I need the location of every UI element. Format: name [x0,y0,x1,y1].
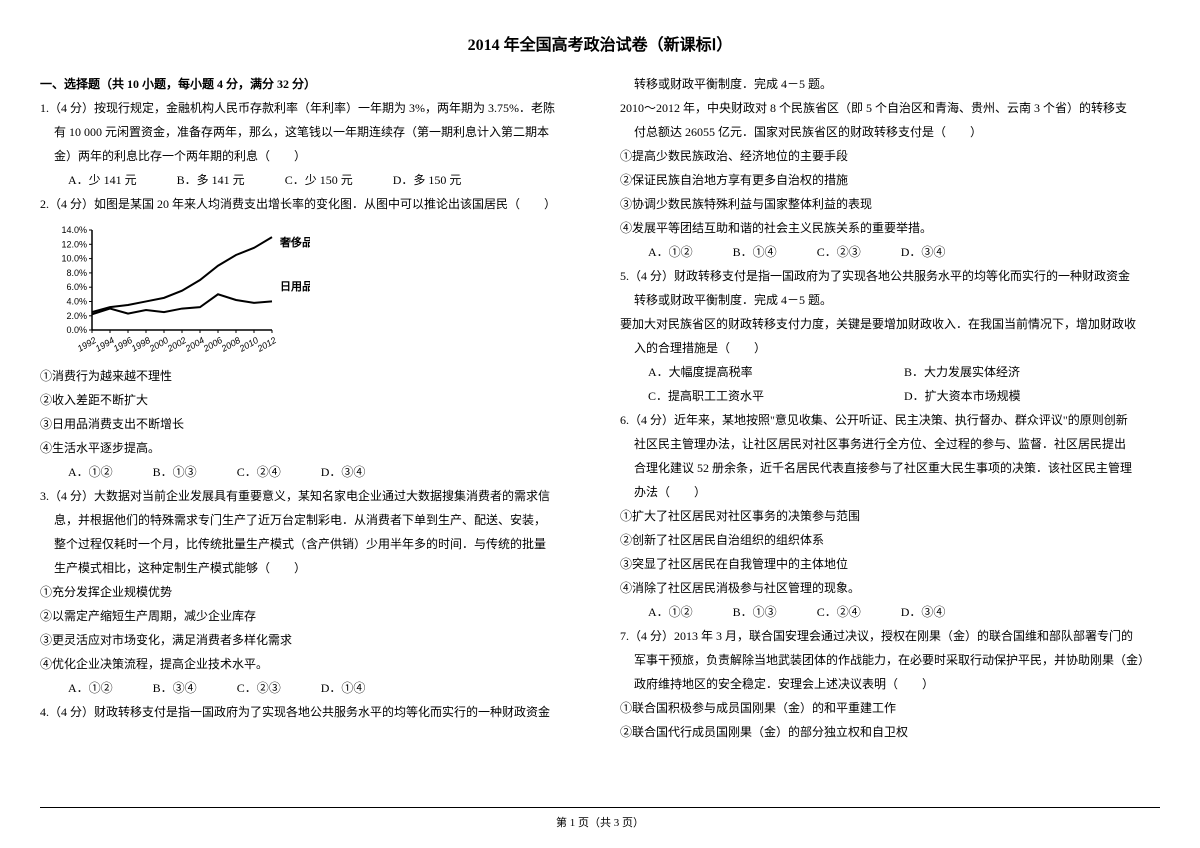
svg-text:4.0%: 4.0% [66,297,87,307]
q3-stmt3: ③更灵活应对市场变化，满足消费者多样化需求 [40,628,580,652]
q4-stmt4: ④发展平等团结互助和谐的社会主义民族关系的重要举措。 [620,216,1160,240]
q5-line1: 5.（4 分）财政转移支付是指一国政府为了实现各地公共服务水平的均等化而实行的一… [620,264,1160,288]
q3-line2: 息，并根据他们的特殊需求专门生产了近万台定制彩电．从消费者下单到生产、配送、安装… [40,508,580,532]
q3-option-a: A．①② [68,676,113,700]
svg-text:0.0%: 0.0% [66,325,87,335]
q3-option-c: C．②③ [237,676,281,700]
q3-line4: 生产模式相比，这种定制生产模式能够（ ） [40,556,580,580]
svg-text:10.0%: 10.0% [61,254,87,264]
q4-stmt2: ②保证民族自治地方享有更多自治权的措施 [620,168,1160,192]
q2-option-a: A．①② [68,460,113,484]
q4-stmt3: ③协调少数民族特殊利益与国家整体利益的表现 [620,192,1160,216]
q1-option-c: C．少 150 元 [285,168,353,192]
q2-option-b: B．①③ [153,460,197,484]
q6-line2: 社区民主管理办法，让社区居民对社区事务进行全方位、全过程的参与、监督．社区居民提… [620,432,1160,456]
q2-stmt3: ③日用品消费支出不断增长 [40,412,580,436]
q5-line2: 转移或财政平衡制度．完成 4－5 题。 [620,288,1160,312]
q2-stmt1: ①消费行为越来越不理性 [40,364,580,388]
q6-option-c: C．②④ [817,600,861,624]
question-3: 3.（4 分）大数据对当前企业发展具有重要意义，某知名家电企业通过大数据搜集消费… [40,484,580,700]
q4-stem: 4.（4 分）财政转移支付是指一国政府为了实现各地公共服务水平的均等化而实行的一… [40,700,580,724]
q4-option-d: D．③④ [901,240,946,264]
q6-line3: 合理化建议 52 册余条，近千名居民代表直接参与了社区重大民生事项的决策．该社区… [620,456,1160,480]
svg-text:12.0%: 12.0% [61,239,87,249]
q6-option-d: D．③④ [901,600,946,624]
q3-line1: 3.（4 分）大数据对当前企业发展具有重要意义，某知名家电企业通过大数据搜集消费… [40,484,580,508]
q1-option-a: A．少 141 元 [68,168,137,192]
question-4-cont: 转移或财政平衡制度．完成 4－5 题。 2010～2012 年，中央财政对 8 … [620,72,1160,264]
q3-option-b: B．③④ [153,676,197,700]
two-column-layout: 一、选择题（共 10 小题，每小题 4 分，满分 32 分） 1.（4 分）按现… [40,72,1160,822]
q4-ctx2: 付总额达 26055 亿元．国家对民族省区的财政转移支付是（ ） [620,120,1160,144]
chart-svg: 14.0%12.0%10.0%8.0%6.0%4.0%2.0%0.0%19921… [50,220,310,360]
q2-stmt4: ④生活水平逐步提高。 [40,436,580,460]
q6-option-a: A．①② [648,600,693,624]
q3-stmt4: ④优化企业决策流程，提高企业技术水平。 [40,652,580,676]
exam-title: 2014 年全国高考政治试卷（新课标Ⅰ） [40,30,1160,62]
q3-line3: 整个过程仅耗时一个月，比传统批量生产模式（含产供销）少用半年多的时间．与传统的批… [40,532,580,556]
page-footer: 第 1 页（共 3 页） [0,806,1200,834]
svg-text:6.0%: 6.0% [66,282,87,292]
q2-option-d: D．③④ [321,460,366,484]
q7-line1: 7.（4 分）2013 年 3 月，联合国安理会通过决议，授权在刚果（金）的联合… [620,624,1160,648]
q6-line1: 6.（4 分）近年来，某地按照"意见收集、公开听证、民主决策、执行督办、群众评议… [620,408,1160,432]
q4-option-c: C．②③ [817,240,861,264]
svg-text:奢侈品: 奢侈品 [279,235,310,249]
q4-cont: 转移或财政平衡制度．完成 4－5 题。 [620,72,1160,96]
q6-stmt3: ③突显了社区居民在自我管理中的主体地位 [620,552,1160,576]
q1-line2: 有 10 000 元闲置资金，准备存两年，那么，这笔钱以一年期连续存（第一期利息… [40,120,580,144]
q5-ctx2: 入的合理措施是（ ） [620,336,1160,360]
q7-line3: 政府维持地区的安全稳定．安理会上述决议表明（ ） [620,672,1160,696]
q1-line3: 金）两年的利息比存一个两年期的利息（ ） [40,144,580,168]
svg-text:14.0%: 14.0% [61,225,87,235]
q3-stmt1: ①充分发挥企业规模优势 [40,580,580,604]
q7-stmt1: ①联合国积极参与成员国刚果（金）的和平重建工作 [620,696,1160,720]
section-header: 一、选择题（共 10 小题，每小题 4 分，满分 32 分） [40,72,580,96]
q6-stmt4: ④消除了社区居民消极参与社区管理的现象。 [620,576,1160,600]
question-1: 1.（4 分）按现行规定，金融机构人民币存款利率（年利率）一年期为 3%，两年期… [40,96,580,192]
right-column: 转移或财政平衡制度．完成 4－5 题。 2010～2012 年，中央财政对 8 … [620,72,1160,822]
q3-stmt2: ②以需定产缩短生产周期，减少企业库存 [40,604,580,628]
q7-stmt2: ②联合国代行成员国刚果（金）的部分独立权和自卫权 [620,720,1160,744]
question-4-partial: 4.（4 分）财政转移支付是指一国政府为了实现各地公共服务水平的均等化而实行的一… [40,700,580,724]
page-number: 第 1 页（共 3 页） [556,817,644,829]
q3-option-d: D．①④ [321,676,366,700]
question-6: 6.（4 分）近年来，某地按照"意见收集、公开听证、民主决策、执行督办、群众评议… [620,408,1160,624]
q1-option-b: B．多 141 元 [177,168,245,192]
svg-text:日用品: 日用品 [280,280,310,293]
q6-option-b: B．①③ [733,600,777,624]
question-7: 7.（4 分）2013 年 3 月，联合国安理会通过决议，授权在刚果（金）的联合… [620,624,1160,744]
left-column: 一、选择题（共 10 小题，每小题 4 分，满分 32 分） 1.（4 分）按现… [40,72,580,822]
q4-option-a: A．①② [648,240,693,264]
q5-ctx1: 要加大对民族省区的财政转移支付力度，关键是要增加财政收入．在我国当前情况下，增加… [620,312,1160,336]
q6-line4: 办法（ ） [620,480,1160,504]
q4-ctx1: 2010～2012 年，中央财政对 8 个民族省区（即 5 个自治区和青海、贵州… [620,96,1160,120]
q2-option-c: C．②④ [237,460,281,484]
q6-stmt2: ②创新了社区居民自治组织的组织体系 [620,528,1160,552]
q7-line2: 军事干预旅，负责解除当地武装团体的作战能力，在必要时采取行动保护平民，并协助刚果… [620,648,1160,672]
q4-option-b: B．①④ [733,240,777,264]
svg-text:8.0%: 8.0% [66,268,87,278]
svg-text:2012: 2012 [255,335,278,354]
question-2: 2.（4 分）如图是某国 20 年来人均消费支出增长率的变化图．从图中可以推论出… [40,192,580,484]
q1-line1: 1.（4 分）按现行规定，金融机构人民币存款利率（年利率）一年期为 3%，两年期… [40,96,580,120]
q5-option-a: A．大幅度提高税率 [648,360,904,384]
q2-stem: 2.（4 分）如图是某国 20 年来人均消费支出增长率的变化图．从图中可以推论出… [40,192,580,216]
q4-stmt1: ①提高少数民族政治、经济地位的主要手段 [620,144,1160,168]
line-chart: 14.0%12.0%10.0%8.0%6.0%4.0%2.0%0.0%19921… [50,220,310,360]
q6-stmt1: ①扩大了社区居民对社区事务的决策参与范围 [620,504,1160,528]
q2-stmt2: ②收入差距不断扩大 [40,388,580,412]
q1-option-d: D．多 150 元 [393,168,462,192]
svg-text:2.0%: 2.0% [66,311,87,321]
q5-option-c: C．提高职工工资水平 [648,384,904,408]
q5-option-b: B．大力发展实体经济 [904,360,1160,384]
q5-option-d: D．扩大资本市场规模 [904,384,1160,408]
question-5: 5.（4 分）财政转移支付是指一国政府为了实现各地公共服务水平的均等化而实行的一… [620,264,1160,408]
